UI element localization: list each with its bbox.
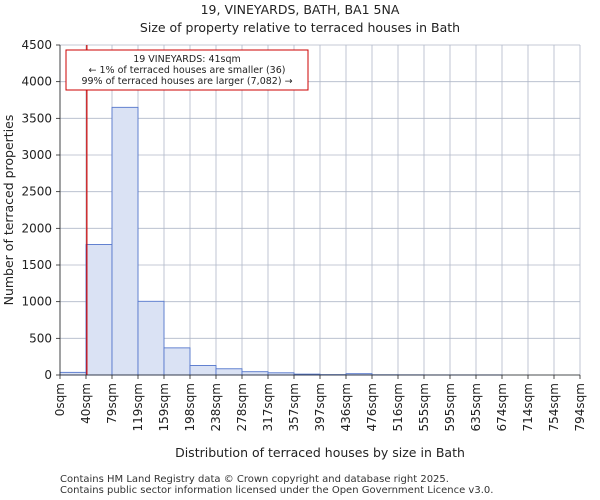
y-tick-label: 4500 [21,38,52,52]
y-axis-label: Number of terraced properties [1,115,16,306]
annotation-line-3: 99% of terraced houses are larger (7,082… [81,76,292,87]
y-tick-label: 3000 [21,148,52,162]
x-tick-label: 476sqm [365,383,379,431]
x-tick-label: 238sqm [209,383,223,431]
x-tick-317sqm: 317sqm [261,375,275,431]
x-tick-label: 714sqm [521,383,535,431]
y-tick-label: 500 [29,331,52,345]
chart-title: 19, VINEYARDS, BATH, BA1 5NA [200,2,400,17]
x-tick-357sqm: 357sqm [287,375,301,431]
x-tick-label: 278sqm [235,383,249,431]
x-tick-label: 674sqm [495,383,509,431]
y-tick-label: 1500 [21,258,52,272]
x-tick-754sqm: 754sqm [547,375,561,431]
annotation-box [65,49,309,91]
x-tick-238sqm: 238sqm [209,375,223,431]
bar-119sqm [137,300,165,376]
x-tick-label: 516sqm [391,383,405,431]
y-tick-label: 0 [44,368,52,382]
x-axis-label: Distribution of terraced houses by size … [175,445,465,460]
x-tick-label: 119sqm [131,383,145,431]
property-annotation: 19 VINEYARDS: 41sqm ← 1% of terraced hou… [65,49,309,91]
x-tick-516sqm: 516sqm [391,375,405,431]
x-tick-0sqm: 0sqm [53,375,67,416]
bar-198sqm [189,365,217,376]
y-tick-label: 3500 [21,111,52,125]
y-tick-1000: 1000 [21,295,60,309]
y-tick-label: 1000 [21,295,52,309]
x-tick-label: 635sqm [469,383,483,431]
y-tick-label: 2000 [21,221,52,235]
y-tick-4000: 4000 [21,75,60,89]
chart-subtitle: Size of property relative to terraced ho… [139,20,461,35]
x-tick-794sqm: 794sqm [573,375,587,431]
x-tick-label: 436sqm [339,383,353,431]
x-tick-label: 198sqm [183,383,197,431]
y-tick-3500: 3500 [21,111,60,125]
y-tick-2000: 2000 [21,221,60,235]
x-tick-198sqm: 198sqm [183,375,197,431]
x-tick-label: 79sqm [105,383,119,424]
histogram-chart: 19 VINEYARDS: 41sqm ← 1% of terraced hou… [1,38,587,460]
x-tick-674sqm: 674sqm [495,375,509,431]
x-tick-397sqm: 397sqm [313,375,327,431]
x-tick-79sqm: 79sqm [105,375,119,424]
x-tick-label: 357sqm [287,383,301,431]
footer-line-1: Contains HM Land Registry data © Crown c… [60,474,449,485]
y-tick-4500: 4500 [21,38,60,52]
x-tick-555sqm: 555sqm [417,375,431,431]
x-tick-label: 794sqm [573,383,587,431]
x-tick-119sqm: 119sqm [131,375,145,431]
x-tick-label: 595sqm [443,383,457,431]
x-tick-label: 754sqm [547,383,561,431]
bar-278sqm [241,371,269,376]
bar-40sqm [85,244,113,376]
x-tick-436sqm: 436sqm [339,375,353,431]
x-tick-278sqm: 278sqm [235,375,249,431]
bar-238sqm [215,368,243,376]
footer-line-2: Contains public sector information licen… [60,485,494,496]
x-tick-635sqm: 635sqm [469,375,483,431]
x-tick-label: 555sqm [417,383,431,431]
x-tick-label: 317sqm [261,383,275,431]
y-tick-0: 0 [44,368,60,382]
annotation-line-1: 19 VINEYARDS: 41sqm [133,54,241,65]
x-tick-595sqm: 595sqm [443,375,457,431]
y-tick-label: 2500 [21,185,52,199]
y-tick-2500: 2500 [21,185,60,199]
bar-79sqm [111,106,139,376]
x-tick-label: 40sqm [79,383,93,424]
x-tick-label: 397sqm [313,383,327,431]
x-tick-40sqm: 40sqm [79,375,93,424]
x-tick-label: 159sqm [157,383,171,431]
bars [59,106,503,376]
annotation-line-2: ← 1% of terraced houses are smaller (36) [89,65,286,76]
axes: 0 500 1000 1500 2000 2500 3000 3500 4000 4500 0sqm… [21,38,587,431]
y-tick-label: 4000 [21,75,52,89]
x-tick-label: 0sqm [53,383,67,416]
x-tick-714sqm: 714sqm [521,375,535,431]
y-tick-1500: 1500 [21,258,60,272]
x-tick-159sqm: 159sqm [157,375,171,431]
bar-159sqm [163,347,191,376]
x-tick-476sqm: 476sqm [365,375,379,431]
y-tick-3000: 3000 [21,148,60,162]
y-tick-500: 500 [29,331,60,345]
